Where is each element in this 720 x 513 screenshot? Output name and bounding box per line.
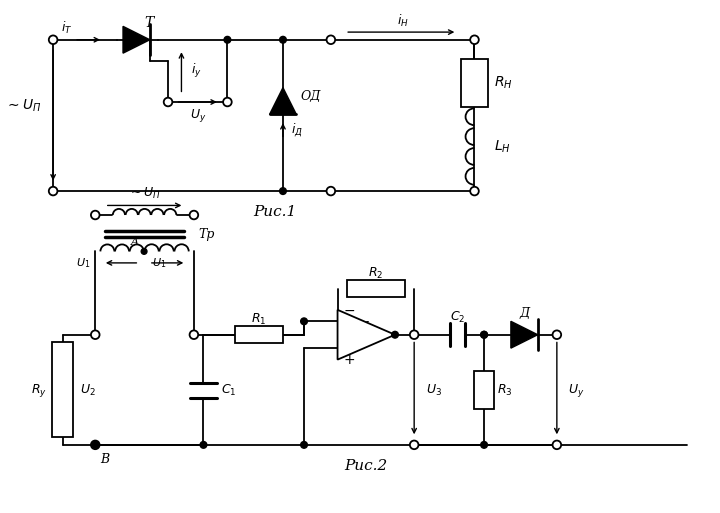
Text: $R_y$: $R_y$ [32,382,48,399]
Circle shape [481,442,487,448]
Circle shape [223,97,232,106]
Text: Д: Д [519,307,529,320]
Text: Т: Т [144,15,153,30]
Circle shape [91,441,99,449]
Text: $\sim U_П$: $\sim U_П$ [127,186,161,202]
Text: $-$: $-$ [343,303,356,317]
Text: B: B [100,453,109,466]
Circle shape [91,330,99,339]
Text: $R_2$: $R_2$ [368,266,384,281]
Circle shape [49,35,58,44]
Text: $U_y$: $U_y$ [189,107,206,124]
Text: $U_2$: $U_2$ [80,383,96,398]
Text: $i_T$: $i_T$ [60,20,72,36]
Text: Рис.1: Рис.1 [253,205,297,219]
Text: $U_1$: $U_1$ [76,256,91,270]
Text: $R_1$: $R_1$ [251,312,266,327]
Circle shape [301,442,307,448]
Polygon shape [511,321,538,348]
Circle shape [279,36,287,43]
Circle shape [189,330,198,339]
Text: A: A [131,237,139,247]
Bar [52,342,73,437]
Text: $i_y$: $i_y$ [191,63,202,81]
Circle shape [189,211,198,220]
Circle shape [410,441,418,449]
Polygon shape [123,26,150,53]
Text: $R_3$: $R_3$ [498,383,513,398]
Polygon shape [338,310,395,360]
Circle shape [49,187,58,195]
Text: $U_1$: $U_1$ [152,256,166,270]
Polygon shape [269,88,297,114]
Text: Рис.2: Рис.2 [345,459,388,473]
Text: Тр: Тр [199,228,215,241]
Circle shape [91,211,99,220]
Circle shape [470,35,479,44]
Text: $C_2$: $C_2$ [449,310,465,325]
Bar [347,280,405,298]
Circle shape [410,330,418,339]
Circle shape [327,187,335,195]
Circle shape [327,35,335,44]
Text: $L_H$: $L_H$ [494,139,510,155]
Text: ОУ: ОУ [350,321,369,333]
Text: $\sim U_П$: $\sim U_П$ [5,97,42,114]
Bar [235,326,283,343]
Text: $U_y$: $U_y$ [568,382,585,399]
Circle shape [552,441,561,449]
Circle shape [481,331,487,338]
Circle shape [481,331,487,338]
Circle shape [141,248,147,254]
Circle shape [92,442,99,448]
Circle shape [552,330,561,339]
Circle shape [279,188,287,194]
Text: $U_3$: $U_3$ [426,383,441,398]
Circle shape [200,442,207,448]
Circle shape [392,331,398,338]
Circle shape [301,318,307,325]
Circle shape [470,187,479,195]
Text: $C_1$: $C_1$ [221,383,236,398]
Bar [474,371,494,409]
Text: $+$: $+$ [343,353,356,367]
Bar [461,59,488,107]
Text: $i_H$: $i_H$ [397,12,408,29]
Text: $R_H$: $R_H$ [494,75,513,91]
Circle shape [163,97,172,106]
Circle shape [224,36,231,43]
Text: ОД: ОД [300,90,320,103]
Text: $i_Д$: $i_Д$ [291,122,302,138]
